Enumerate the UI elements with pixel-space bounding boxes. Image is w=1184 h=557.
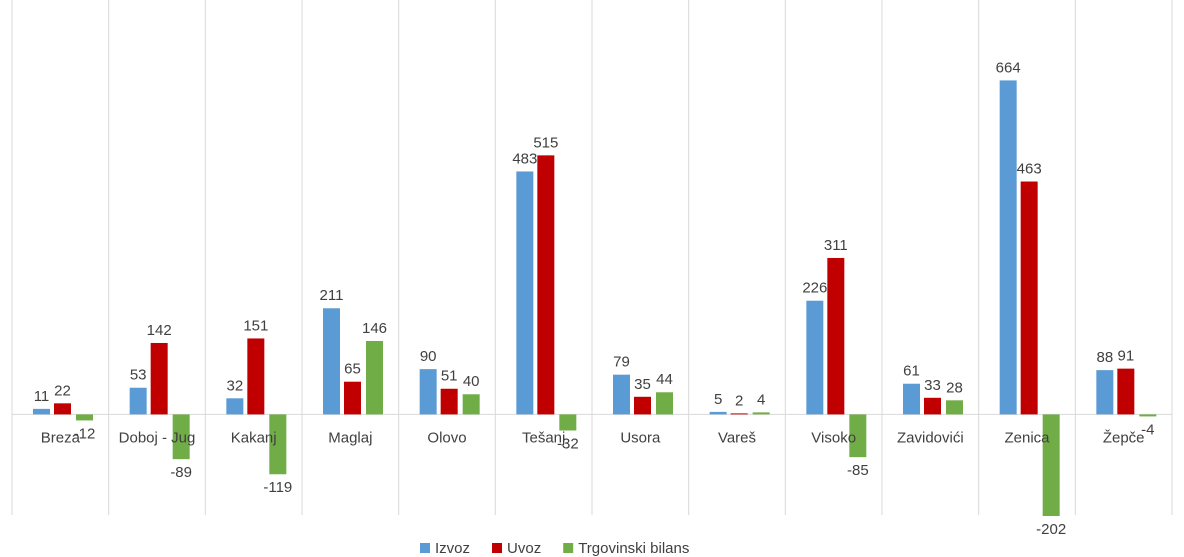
x-tick-label: Zenica xyxy=(1004,429,1050,446)
data-label: 51 xyxy=(441,368,458,385)
data-label: 664 xyxy=(996,59,1021,76)
x-tick-label: Breza xyxy=(41,429,81,446)
legend-label: Izvoz xyxy=(435,540,470,557)
bar xyxy=(827,257,845,415)
data-label: 4 xyxy=(757,391,765,408)
data-label: -4 xyxy=(1141,421,1154,438)
x-tick-label: Olovo xyxy=(427,429,466,446)
bar xyxy=(516,171,534,415)
x-tick-label: Doboj - Jug xyxy=(119,429,196,446)
bar xyxy=(730,413,748,415)
x-tick-label: Visoko xyxy=(811,429,856,446)
bar xyxy=(849,414,867,458)
bar xyxy=(1096,370,1114,415)
data-label: 5 xyxy=(714,391,722,408)
legend-swatch xyxy=(563,543,574,553)
data-label: 226 xyxy=(802,280,827,297)
x-tick-label: Usora xyxy=(620,429,661,446)
data-label: 90 xyxy=(420,348,437,365)
data-label: -89 xyxy=(170,464,192,481)
bar xyxy=(54,403,71,415)
bar xyxy=(150,342,168,415)
data-label: 32 xyxy=(226,377,243,394)
x-tick-label: Vareš xyxy=(718,429,756,446)
data-label: 151 xyxy=(243,317,268,334)
x-tick-label: Zavidovići xyxy=(897,429,964,446)
data-label: 79 xyxy=(613,354,630,371)
bar xyxy=(1020,181,1038,415)
data-label: 91 xyxy=(1117,348,1134,365)
bar xyxy=(634,396,651,415)
data-label: 483 xyxy=(512,150,537,167)
bar xyxy=(709,411,727,415)
bar xyxy=(806,300,824,415)
data-label: 53 xyxy=(130,367,147,384)
bar xyxy=(172,414,190,460)
x-tick-label: Tešanj xyxy=(522,429,565,446)
data-label: -85 xyxy=(847,462,869,479)
data-label: 22 xyxy=(54,382,71,399)
bar xyxy=(226,398,244,415)
data-label: 28 xyxy=(946,379,963,396)
data-label: 33 xyxy=(924,377,941,394)
data-label: -12 xyxy=(74,425,96,442)
data-label: 311 xyxy=(824,237,848,254)
bar xyxy=(366,340,383,415)
data-label: 35 xyxy=(634,376,651,393)
bar xyxy=(129,387,147,415)
data-label: 40 xyxy=(463,373,480,390)
bar xyxy=(462,394,480,415)
legend-label: Trgovinski bilans xyxy=(578,540,689,557)
bar xyxy=(613,374,630,415)
data-label: 11 xyxy=(34,388,50,405)
bar xyxy=(924,397,941,415)
data-label: -202 xyxy=(1036,521,1066,538)
bar xyxy=(33,408,50,415)
x-tick-label: Maglaj xyxy=(328,429,372,446)
bar xyxy=(656,392,673,415)
bar xyxy=(537,155,555,415)
data-label: 463 xyxy=(1017,160,1042,177)
bar xyxy=(269,414,287,475)
data-label: 65 xyxy=(344,361,361,378)
data-label: 211 xyxy=(320,287,344,304)
data-label: 515 xyxy=(533,134,558,151)
bar xyxy=(1042,414,1060,517)
bar xyxy=(559,414,577,431)
bar xyxy=(946,400,963,415)
bar xyxy=(247,338,265,415)
bar xyxy=(323,308,340,415)
legend-swatch xyxy=(492,543,503,553)
data-label: 44 xyxy=(656,371,673,388)
x-tick-label: Kakanj xyxy=(231,429,277,446)
data-label: 88 xyxy=(1096,349,1113,366)
bar xyxy=(999,80,1017,415)
bar xyxy=(344,381,361,415)
data-label: -119 xyxy=(263,479,292,496)
data-label: 2 xyxy=(735,392,743,409)
bar xyxy=(440,388,458,415)
data-label: 61 xyxy=(903,363,920,380)
data-label: 142 xyxy=(147,322,172,339)
bar xyxy=(752,412,770,415)
legend-label: Uvoz xyxy=(507,540,541,557)
bar xyxy=(1117,368,1135,415)
data-label: -32 xyxy=(557,435,579,452)
x-tick-label: Žepče xyxy=(1103,429,1145,446)
bar xyxy=(419,369,437,415)
bar xyxy=(903,383,920,415)
legend-swatch xyxy=(420,543,430,553)
bar xyxy=(76,414,93,421)
data-label: 146 xyxy=(362,320,387,337)
bar xyxy=(1139,414,1157,417)
